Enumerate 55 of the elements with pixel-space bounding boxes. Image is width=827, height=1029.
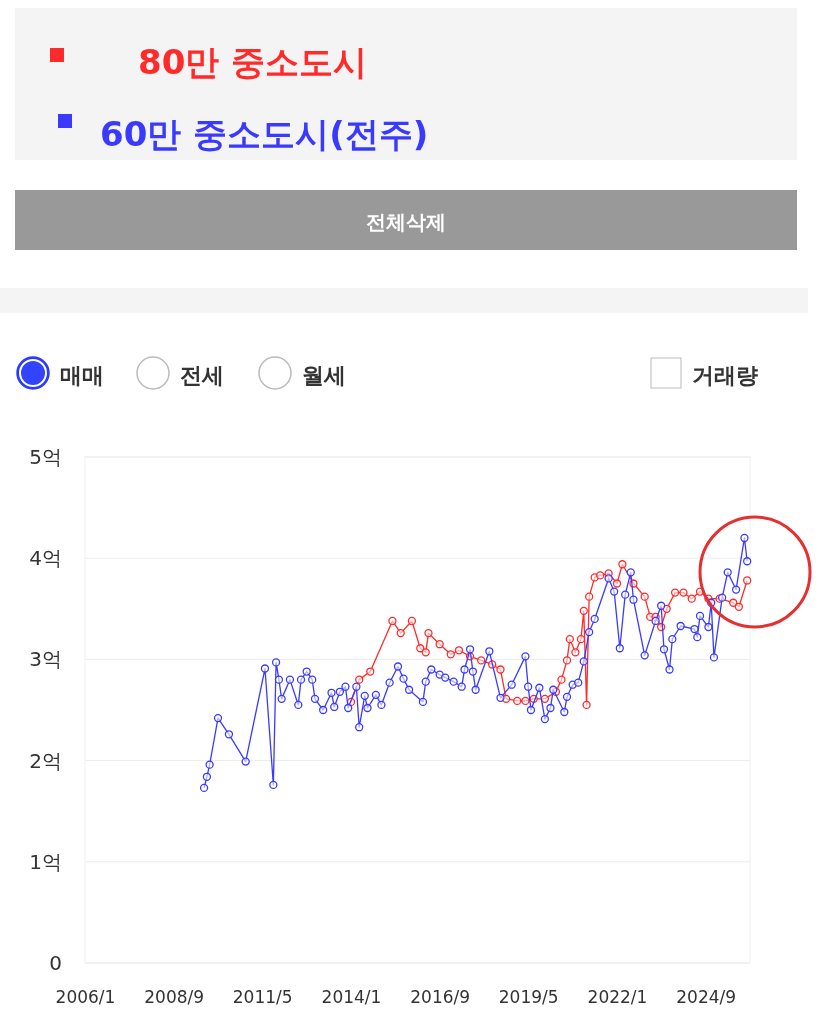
point: [571, 648, 580, 657]
point: [513, 696, 522, 706]
point: [687, 594, 696, 603]
point: [596, 571, 605, 580]
point: [416, 644, 425, 653]
y-tick-label: 1억: [29, 849, 62, 874]
legend-label: 80만 중소도시: [138, 42, 368, 82]
point: [557, 675, 566, 684]
point: [582, 700, 591, 710]
point: [612, 579, 622, 588]
point: [584, 592, 594, 601]
x-tick-label: 2024/9: [676, 987, 737, 1008]
y-tick-label: 4억: [29, 546, 62, 571]
x-tick-label: 2022/1: [587, 987, 648, 1008]
legend-label: 60만 중소도시(전주): [100, 114, 429, 154]
point: [540, 694, 550, 704]
x-tick-label: 2019/5: [498, 987, 559, 1008]
y-tick-label: 2억: [29, 748, 62, 773]
point: [729, 598, 738, 607]
point: [576, 635, 586, 644]
point: [366, 667, 375, 676]
point: [670, 588, 680, 597]
point: [355, 675, 364, 684]
y-tick-label: 0: [49, 950, 62, 975]
x-tick-label: 2011/5: [232, 987, 293, 1008]
point: [521, 696, 530, 706]
point: [640, 592, 649, 601]
point: [388, 616, 397, 626]
y-tick-label: 3억: [29, 647, 62, 672]
point: [565, 635, 574, 644]
point: [446, 650, 455, 659]
x-tick-label: 2008/9: [144, 987, 205, 1008]
text: 월세: [302, 363, 346, 388]
text: 거래량: [692, 363, 758, 388]
text: 매매: [60, 363, 104, 388]
point: [562, 656, 572, 665]
point: [618, 560, 627, 569]
point: [396, 628, 405, 638]
point: [454, 646, 464, 655]
x-tick-label: 2006/1: [55, 987, 116, 1008]
x-tick-label: 2014/1: [321, 987, 382, 1008]
text: 전세: [180, 363, 224, 388]
point: [579, 606, 588, 615]
point: [679, 588, 688, 597]
point: [435, 640, 444, 649]
point: [743, 576, 752, 585]
point: [421, 648, 430, 657]
delete-button: 전체삭제: [15, 190, 797, 250]
point: [424, 628, 433, 638]
point: [496, 665, 505, 674]
x-tick-label: 2016/9: [410, 987, 471, 1008]
point: [477, 656, 486, 665]
point: [734, 602, 744, 611]
point: [407, 616, 417, 626]
y-tick-label: 5억: [29, 444, 62, 469]
